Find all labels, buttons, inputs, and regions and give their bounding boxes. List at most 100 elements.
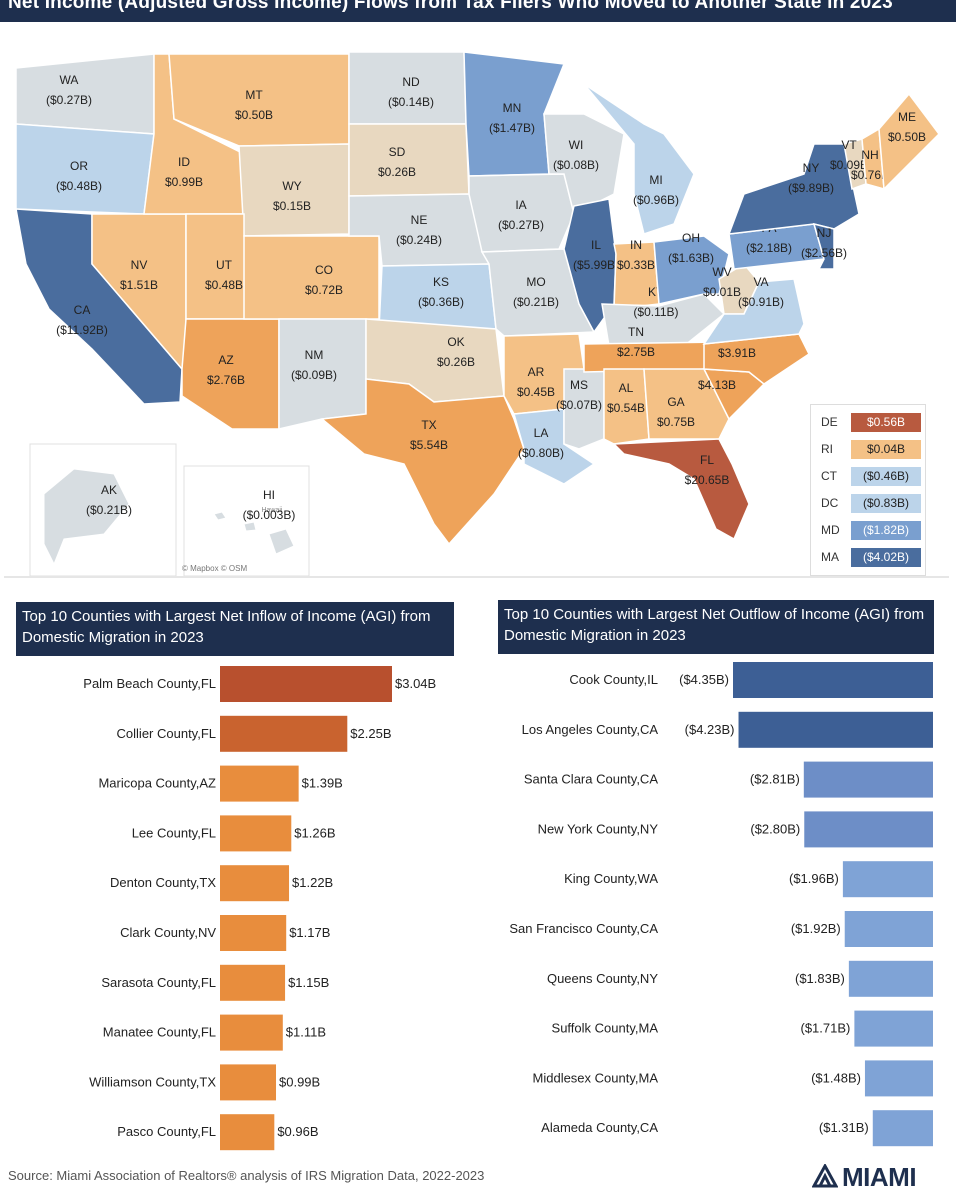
- state-tx[interactable]: TX $5.54B: [320, 378, 525, 546]
- us-map: WA ($0.27B) OR ($0.48B) CA ($11.92B) NV $1.51B I…: [4, 24, 949, 576]
- inflow-bar[interactable]: [220, 715, 348, 752]
- outflow-value-label: ($1.92B): [791, 921, 841, 936]
- state-ak[interactable]: AK ($0.21B): [29, 443, 177, 576]
- state-code-label: WV: [712, 265, 731, 279]
- outflow-bar[interactable]: [804, 811, 933, 848]
- state-ne[interactable]: NE ($0.24B): [348, 193, 490, 267]
- state-co[interactable]: CO $0.72B: [243, 235, 380, 320]
- state-pa[interactable]: PA($2.18B): [728, 221, 825, 270]
- miami-logo-text: MIAMI: [842, 1162, 917, 1192]
- state-value-label: $0.50B: [235, 108, 273, 122]
- state-shape: [612, 438, 750, 541]
- state-value-label: $1.51B: [120, 278, 158, 292]
- state-ga[interactable]: GA $0.75B: [643, 368, 730, 440]
- state-value-label: ($0.24B): [396, 233, 442, 247]
- state-ms[interactable]: MS ($0.07B): [556, 368, 605, 450]
- outflow-bar[interactable]: [864, 1060, 933, 1097]
- state-code-label: WA: [60, 73, 79, 87]
- inflow-row: Clark County,NV $1.17B: [120, 915, 330, 951]
- outflow-bar[interactable]: [854, 1010, 933, 1047]
- state-nm[interactable]: NM ($0.09B): [278, 318, 367, 430]
- outflow-value-label: ($1.48B): [811, 1070, 861, 1085]
- state-value-label: $0.01B: [703, 285, 741, 299]
- state-code-label: FL: [700, 453, 714, 467]
- state-nj[interactable]: NJ ($2.56B): [801, 222, 847, 270]
- map-canvas: WA ($0.27B) OR ($0.48B) CA ($11.92B) NV $1.51B I…: [4, 24, 949, 576]
- outflow-value-label: ($1.96B): [789, 871, 839, 886]
- state-nh[interactable]: NH $0.76B: [851, 127, 889, 191]
- state-value-label: $3.91B: [718, 346, 756, 360]
- state-wv[interactable]: WV $0.01B: [703, 263, 760, 315]
- inflow-bar[interactable]: [220, 1064, 277, 1101]
- state-or[interactable]: OR ($0.48B): [15, 123, 155, 215]
- state-ca[interactable]: CA ($11.92B): [15, 208, 183, 405]
- inflow-bar[interactable]: [220, 765, 299, 802]
- state-ks[interactable]: KS ($0.36B): [378, 263, 497, 330]
- state-ny[interactable]: NY ($9.89B): [727, 143, 860, 235]
- state-ia[interactable]: IA ($0.27B): [468, 173, 575, 253]
- inflow-chart: Palm Beach County,FL $3.04B Collier County…: [83, 666, 436, 1151]
- state-al[interactable]: AL $0.54B: [603, 368, 650, 445]
- state-mi[interactable]: MI ($0.96B): [583, 83, 695, 235]
- outflow-row: Middlesex County,MA ($1.48B): [533, 1060, 933, 1097]
- state-value-label: ($0.27B): [498, 218, 544, 232]
- state-wa[interactable]: WA ($0.27B): [15, 53, 155, 135]
- state-code-label: NH: [861, 148, 878, 162]
- state-shape: [583, 83, 695, 235]
- state-fl[interactable]: FL $20.65B: [612, 438, 750, 541]
- state-wi[interactable]: WI ($0.08B): [543, 113, 625, 216]
- state-hi[interactable]: Hawaii HI ($0.003B): [183, 465, 310, 576]
- outflow-bar[interactable]: [803, 761, 933, 798]
- legend-value: $0.56B: [851, 413, 921, 432]
- state-va[interactable]: VA ($0.91B): [702, 275, 805, 345]
- state-in[interactable]: IN $0.33B: [613, 238, 660, 310]
- state-wy[interactable]: WY $0.15B: [238, 143, 350, 237]
- state-mn[interactable]: MN ($1.47B): [463, 51, 566, 177]
- outflow-category-label: New York County,NY: [538, 821, 659, 836]
- state-me[interactable]: ME $0.50B: [878, 92, 940, 191]
- state-nd[interactable]: ND ($0.14B): [348, 51, 467, 125]
- state-id[interactable]: ID $0.99B: [143, 53, 245, 215]
- legend-value: ($0.83B): [851, 494, 921, 513]
- outflow-category-label: Los Angeles County,CA: [522, 722, 659, 737]
- state-tn[interactable]: TN $2.75B: [583, 325, 726, 373]
- state-ky[interactable]: KY($0.11B): [601, 285, 726, 347]
- inflow-bar[interactable]: [220, 666, 392, 702]
- legend-state: MD: [821, 523, 840, 537]
- state-value-label: ($0.48B): [56, 179, 102, 193]
- outflow-bar[interactable]: [842, 861, 933, 898]
- inflow-bar[interactable]: [220, 1014, 283, 1051]
- outflow-row: Cook County,IL ($4.35B): [569, 662, 933, 698]
- state-value-label: $2.76B: [207, 373, 245, 387]
- outflow-value-label: ($1.71B): [801, 1021, 851, 1036]
- inflow-bar[interactable]: [220, 1114, 275, 1151]
- legend-row-dc: DC ($0.83B): [811, 492, 925, 514]
- state-value-label: ($0.36B): [418, 295, 464, 309]
- state-sd[interactable]: SD $0.26B: [348, 123, 470, 197]
- state-code-label: WI: [569, 138, 584, 152]
- inflow-bar[interactable]: [220, 964, 286, 1001]
- inflow-category-label: Lee County,FL: [132, 825, 216, 840]
- outflow-bar[interactable]: [872, 1110, 933, 1147]
- state-code-label: GA: [667, 395, 684, 409]
- state-il[interactable]: IL ($5.99B): [563, 198, 619, 334]
- outflow-bar[interactable]: [738, 711, 933, 748]
- inflow-bar[interactable]: [220, 815, 292, 852]
- inflow-bar[interactable]: [220, 865, 290, 902]
- inflow-bar[interactable]: [220, 915, 287, 951]
- outflow-bar[interactable]: [848, 960, 933, 997]
- state-shape: [727, 143, 860, 235]
- state-value-label: ($2.18B): [746, 241, 792, 255]
- state-mt[interactable]: MT $0.50B: [168, 53, 350, 147]
- inflow-value-label: $0.99B: [279, 1074, 320, 1089]
- outflow-bar[interactable]: [844, 911, 933, 947]
- inflow-value-label: $1.26B: [294, 825, 335, 840]
- outflow-chart: Cook County,IL ($4.35B) Los Angeles County…: [509, 662, 933, 1147]
- state-code-label: ID: [178, 155, 190, 169]
- outflow-bar[interactable]: [733, 662, 933, 698]
- state-az[interactable]: AZ $2.76B: [181, 318, 280, 430]
- state-value-label: $0.15B: [273, 199, 311, 213]
- state-oh[interactable]: OH ($1.63B): [653, 231, 730, 305]
- inflow-category-label: Pasco County,FL: [117, 1124, 216, 1139]
- legend-row-md: MD ($1.82B): [811, 519, 925, 541]
